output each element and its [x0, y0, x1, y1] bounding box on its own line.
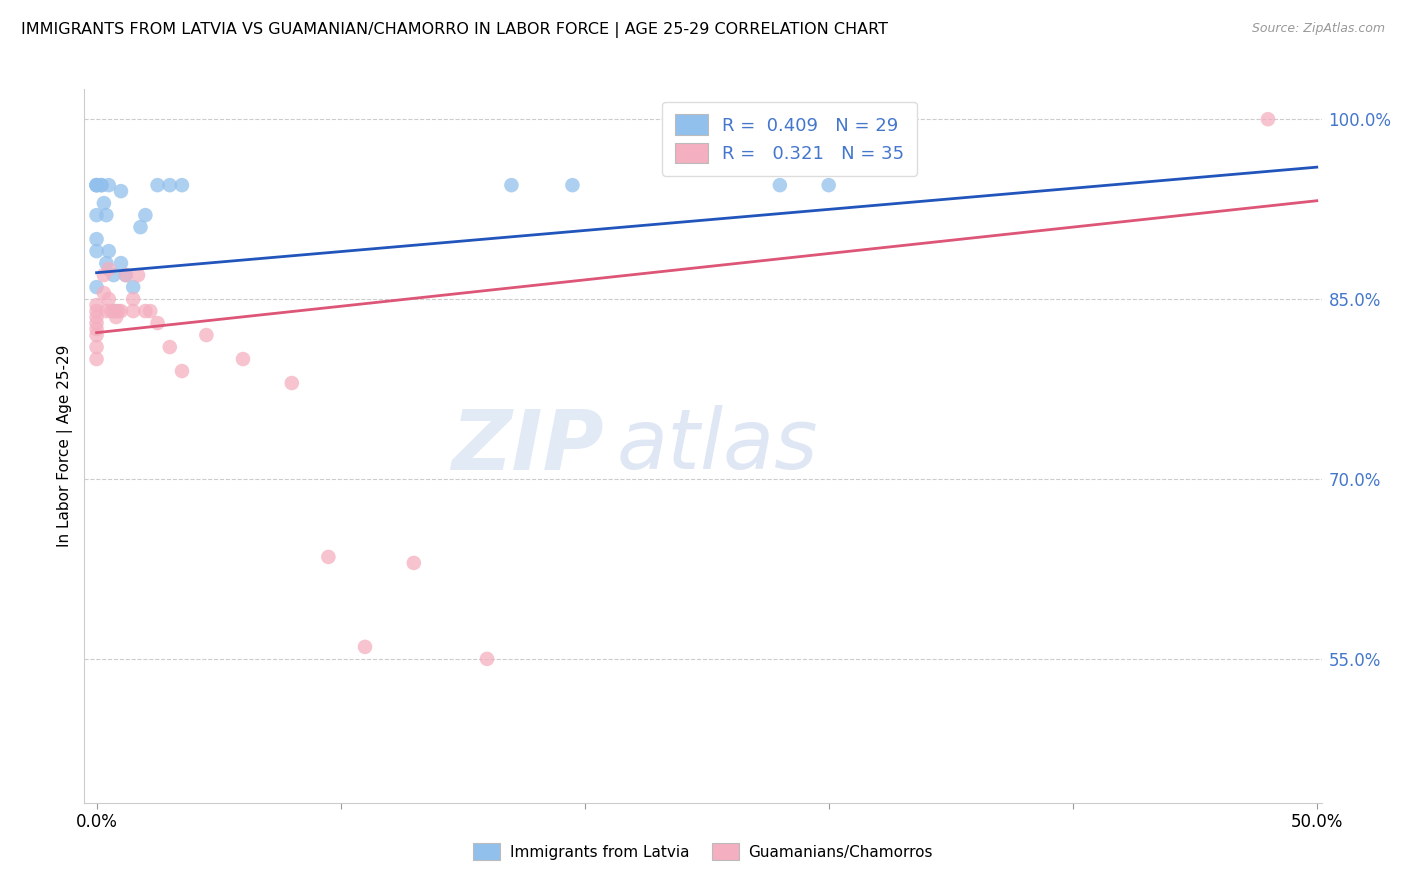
Point	[105, 310, 128, 324]
Point	[86, 304, 108, 318]
Point	[146, 178, 169, 193]
Text: ZIP: ZIP	[451, 406, 605, 486]
Point	[96, 208, 118, 222]
Point	[86, 280, 108, 294]
Point	[96, 304, 118, 318]
Point	[122, 292, 145, 306]
Point	[86, 310, 108, 324]
Point	[561, 178, 583, 193]
Point	[86, 340, 108, 354]
Point	[100, 304, 122, 318]
Point	[402, 556, 425, 570]
Point	[195, 328, 218, 343]
Point	[86, 208, 108, 222]
Point	[93, 196, 115, 211]
Point	[354, 640, 377, 654]
Point	[1257, 112, 1279, 127]
Point	[97, 244, 120, 259]
Point	[769, 178, 792, 193]
Point	[817, 178, 839, 193]
Point	[129, 220, 152, 235]
Legend: Immigrants from Latvia, Guamanians/Chamorros: Immigrants from Latvia, Guamanians/Chamo…	[467, 837, 939, 866]
Point	[146, 316, 169, 330]
Point	[159, 178, 181, 193]
Point	[475, 652, 498, 666]
Point	[90, 178, 112, 193]
Point	[115, 268, 138, 282]
Point	[115, 268, 138, 282]
Point	[122, 304, 145, 318]
Point	[86, 322, 108, 336]
Point	[96, 256, 118, 270]
Point	[86, 352, 108, 367]
Point	[97, 262, 120, 277]
Point	[86, 178, 108, 193]
Point	[90, 178, 112, 193]
Point	[127, 268, 149, 282]
Point	[134, 304, 156, 318]
Text: IMMIGRANTS FROM LATVIA VS GUAMANIAN/CHAMORRO IN LABOR FORCE | AGE 25-29 CORRELAT: IMMIGRANTS FROM LATVIA VS GUAMANIAN/CHAM…	[21, 22, 889, 38]
Point	[159, 340, 181, 354]
Point	[232, 352, 254, 367]
Point	[103, 268, 125, 282]
Point	[110, 256, 132, 270]
Point	[170, 178, 193, 193]
Point	[501, 178, 523, 193]
Y-axis label: In Labor Force | Age 25-29: In Labor Force | Age 25-29	[58, 345, 73, 547]
Point	[170, 364, 193, 378]
Point	[86, 298, 108, 312]
Point	[281, 376, 304, 390]
Point	[86, 232, 108, 246]
Text: Source: ZipAtlas.com: Source: ZipAtlas.com	[1251, 22, 1385, 36]
Point	[86, 328, 108, 343]
Point	[110, 184, 132, 198]
Point	[93, 286, 115, 301]
Text: atlas: atlas	[616, 406, 818, 486]
Point	[122, 280, 145, 294]
Point	[110, 304, 132, 318]
Point	[97, 178, 120, 193]
Point	[134, 208, 156, 222]
Point	[86, 178, 108, 193]
Point	[93, 268, 115, 282]
Point	[105, 304, 128, 318]
Point	[97, 292, 120, 306]
Point	[107, 304, 129, 318]
Point	[318, 549, 340, 564]
Point	[86, 178, 108, 193]
Point	[103, 304, 125, 318]
Point	[139, 304, 162, 318]
Point	[86, 316, 108, 330]
Point	[86, 244, 108, 259]
